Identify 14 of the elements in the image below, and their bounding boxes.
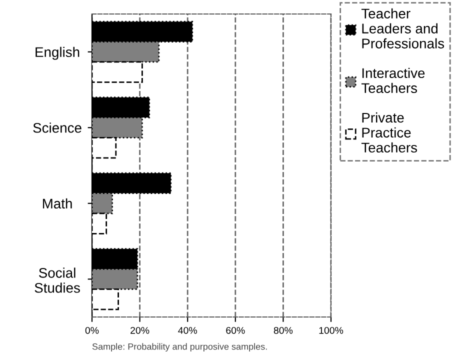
y-tick-label: Science: [33, 122, 82, 133]
x-tick-label: 80%: [274, 326, 293, 334]
x-tick-label: 40%: [178, 326, 197, 334]
legend-label: Teacher Leaders and Professionals: [361, 8, 444, 48]
legend-label: Interactive Teachers: [361, 68, 425, 94]
y-tick-label: Math: [42, 198, 72, 209]
y-tick-label: English: [36, 46, 80, 60]
x-tick-label: 0%: [85, 326, 99, 334]
y-tick-label: Social Studies: [34, 268, 80, 293]
x-tick-label: 100%: [319, 326, 344, 334]
x-tick-label: 20%: [130, 326, 150, 334]
text: Sample: Probability and purposive samples.: [92, 343, 267, 352]
x-tick-label: 60%: [226, 326, 245, 334]
legend-label: Private Practice Teachers: [361, 112, 418, 153]
